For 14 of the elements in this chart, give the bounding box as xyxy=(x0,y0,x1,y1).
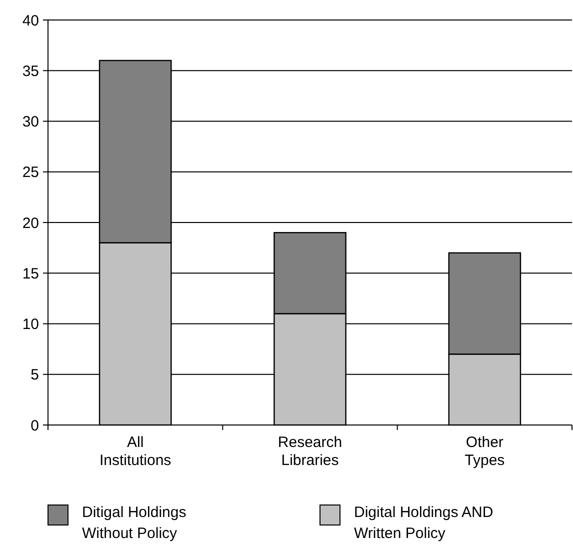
y-tick-label: 0 xyxy=(30,417,39,434)
y-tick-label: 10 xyxy=(22,316,39,333)
y-tick-label: 40 xyxy=(22,12,39,30)
y-tick-label: 5 xyxy=(30,366,39,384)
x-tick-label: Research Libraries xyxy=(278,434,342,469)
legend-label: Digital Holdings AND Written Policy xyxy=(354,504,494,542)
y-tick-label: 30 xyxy=(22,114,39,130)
x-tick-label: Other Types xyxy=(464,434,505,469)
y-tick-label: 35 xyxy=(22,62,39,80)
y-tick-label: 20 xyxy=(22,214,39,232)
x-tick-label: All Institutions xyxy=(99,434,172,469)
y-tick-label: 25 xyxy=(22,164,39,182)
y-tick-label: 15 xyxy=(22,265,39,282)
legend-label: Ditigal Holdings Without Policy xyxy=(82,504,186,542)
